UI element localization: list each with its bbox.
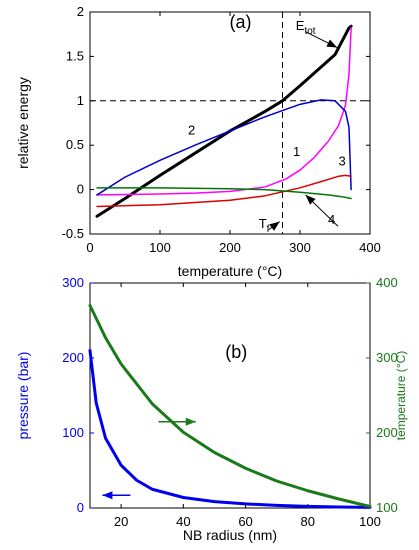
series-line-b-0	[88, 349, 372, 509]
left-tick-label: 300	[62, 275, 84, 290]
annotation-label-4: 3	[339, 154, 346, 169]
x-tick-label-b: 20	[114, 514, 128, 529]
y-axis-label-right: temperature (°C)	[394, 351, 408, 441]
right-tick-label: 400	[376, 275, 398, 290]
x-tick-label-b: 100	[359, 514, 381, 529]
annotation-label-3: 2	[188, 123, 195, 138]
y-tick-label: 1.5	[66, 48, 84, 63]
y-axis-label-left: pressure (bar)	[15, 352, 31, 440]
right-tick-label: 200	[376, 425, 398, 440]
annotation-main-3: 2	[188, 123, 195, 138]
x-axis-label-a: temperature (°C)	[178, 263, 282, 279]
annotation-label-1: Tf	[259, 216, 270, 235]
x-axis-label-b: NB radius (nm)	[183, 527, 277, 543]
x-tick-label: 300	[289, 240, 311, 255]
y-tick-label: 2	[77, 4, 84, 19]
y-tick-label: 0	[77, 182, 84, 197]
annotation-label-2: 1	[293, 144, 300, 159]
panel-b: 20 40 60 80 100 0 100 200 300 100 200 300 400 (b) NB r…	[15, 275, 408, 543]
y-tick-label: -0.5	[62, 226, 84, 241]
x-tick-label: 200	[219, 240, 241, 255]
series-line-1	[96, 27, 352, 196]
series-line-0	[95, 24, 353, 218]
x-tick-label-b: 80	[301, 514, 315, 529]
x-tick-label-b: 40	[176, 514, 190, 529]
panel-a: 0100200300400-0.500.511.52EtotTf1234(a)t…	[15, 4, 381, 279]
annotation-arrowhead-1	[269, 221, 280, 231]
panel-label-a: (a)	[230, 12, 252, 32]
annotation-label-0: Etot	[296, 18, 316, 37]
left-tick-label: 200	[62, 350, 84, 365]
annotation-main-1: T	[259, 216, 267, 231]
direction-arrowhead-1	[185, 417, 196, 426]
series-line-4	[96, 187, 352, 200]
annotation-subscript-0: tot	[304, 26, 315, 37]
annotation-subscript-1: f	[267, 224, 270, 235]
x-tick-label: 100	[149, 240, 171, 255]
panel-label-b: (b)	[225, 342, 247, 362]
annotation-arrowhead-5	[305, 194, 316, 205]
x-tick-label: 0	[86, 240, 93, 255]
series-line-b-1	[88, 304, 372, 508]
right-tick-label: 100	[376, 500, 398, 515]
right-tick-label: 300	[376, 350, 398, 365]
left-tick-label: 100	[62, 425, 84, 440]
series-line-3	[96, 174, 352, 208]
direction-arrowhead-0	[102, 491, 113, 500]
y-tick-label: 1	[77, 93, 84, 108]
series-line-2	[96, 99, 352, 196]
annotation-arrowhead-0	[326, 39, 338, 48]
annotation-main-0: E	[296, 18, 305, 33]
x-tick-label: 400	[359, 240, 381, 255]
panel-b-frame	[89, 282, 371, 509]
y-tick-label: 0.5	[66, 137, 84, 152]
left-tick-label: 0	[77, 500, 84, 515]
y-axis-label-a: relative energy	[15, 77, 31, 169]
annotation-main-2: 1	[293, 144, 300, 159]
x-tick-label-b: 60	[238, 514, 252, 529]
annotation-main-4: 3	[339, 154, 346, 169]
